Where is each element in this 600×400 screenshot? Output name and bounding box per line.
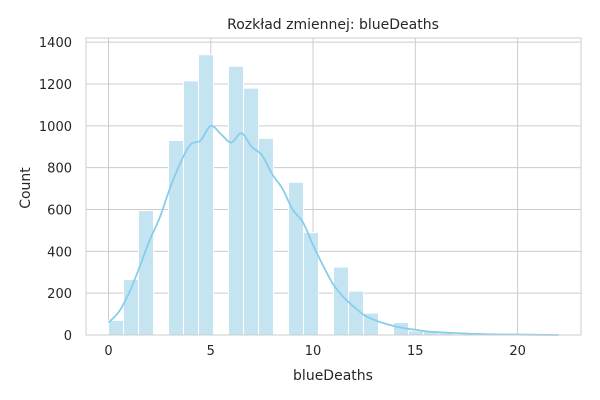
y-axis-label: Count (18, 167, 34, 209)
histogram-bar (138, 210, 155, 336)
y-tick-label: 800 (47, 162, 72, 177)
plot-frame (85, 37, 582, 336)
y-tick-label: 1400 (39, 36, 72, 51)
histogram-bar (302, 232, 319, 336)
histogram-bar (198, 54, 214, 336)
y-tick-label: 0 (64, 329, 72, 344)
x-tick-label: 10 (305, 344, 322, 359)
x-axis-label: blueDeaths (293, 368, 373, 384)
y-tick-label: 1000 (39, 120, 72, 135)
kde-curve-group (107, 124, 559, 336)
x-tick-label: 5 (207, 344, 215, 359)
kde-curve (107, 124, 559, 336)
x-tick-label: 15 (407, 344, 424, 359)
histogram-bar (108, 319, 124, 336)
y-tick-label: 400 (47, 245, 72, 260)
y-tick-label: 1200 (39, 78, 72, 93)
histogram-bar (243, 87, 259, 336)
histogram-bar (228, 65, 245, 336)
x-tick-label: 20 (509, 344, 526, 359)
x-tick-labels: 0 5 10 15 20 (104, 344, 526, 359)
histogram-bars (108, 54, 560, 336)
histogram-bar (257, 137, 274, 336)
chart-title: Rozkład zmiennej: blueDeaths (227, 17, 439, 33)
x-tick-label: 0 (104, 344, 112, 359)
histogram-bar (183, 80, 200, 336)
y-tick-label: 600 (47, 204, 72, 219)
y-tick-label: 200 (47, 287, 72, 302)
histogram-bar (167, 139, 184, 336)
y-tick-labels: 0 200 400 600 800 1000 1200 1400 (39, 36, 72, 344)
